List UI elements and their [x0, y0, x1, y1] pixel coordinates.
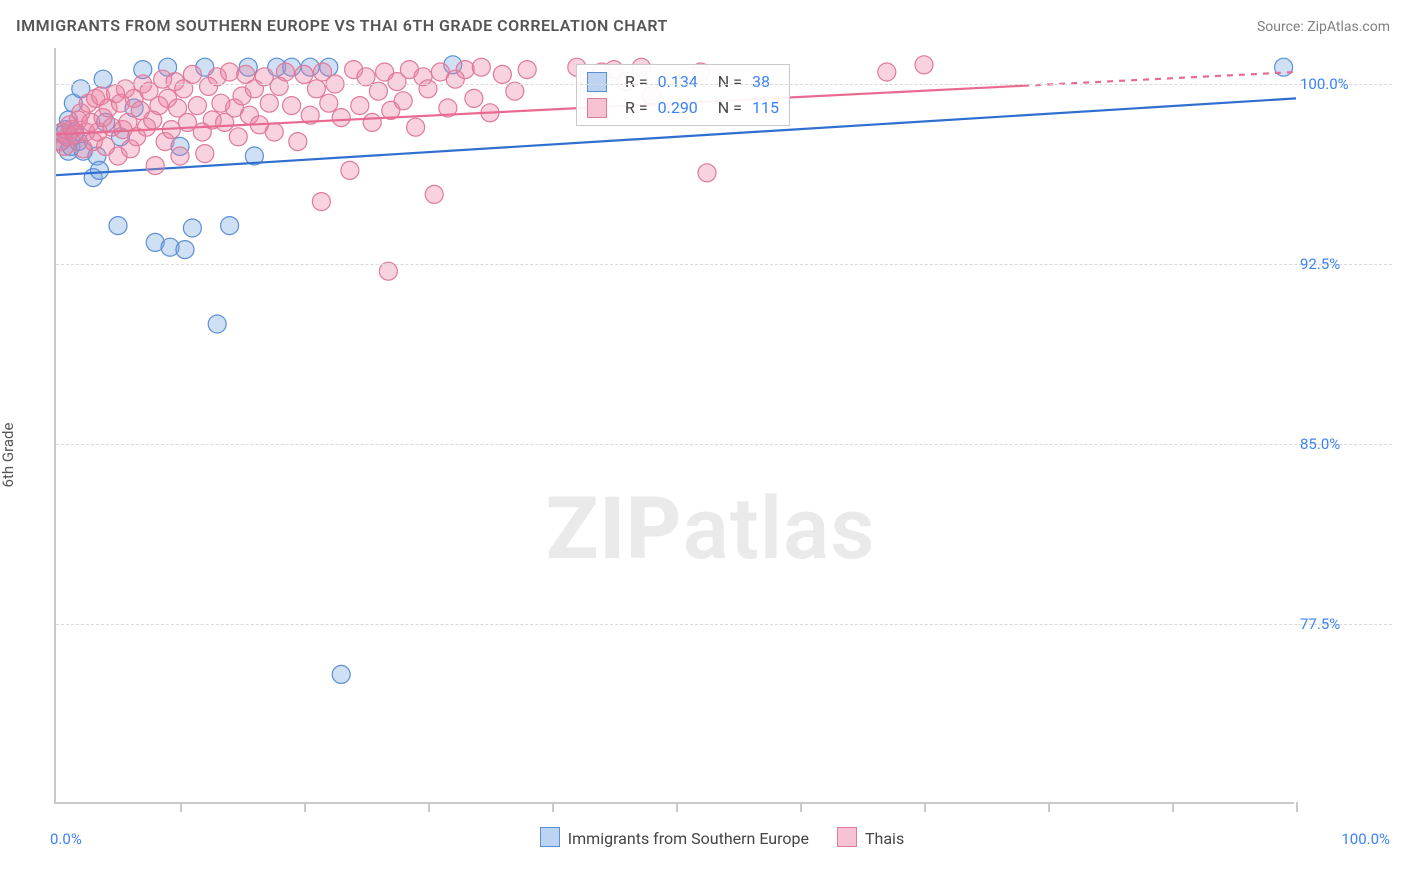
y-tick-label: 85.0% — [1300, 435, 1390, 453]
y-tick-label: 77.5% — [1300, 615, 1390, 633]
data-point — [332, 665, 350, 683]
data-point — [176, 241, 194, 259]
x-tick — [924, 802, 926, 812]
data-point — [307, 80, 325, 98]
data-point — [229, 128, 247, 146]
x-tick — [1172, 802, 1174, 812]
legend-item: Immigrants from Southern Europe — [540, 827, 809, 848]
legend-row: R = 0.134 N = 38 — [587, 69, 779, 95]
legend-label: Thais — [865, 829, 904, 848]
legend-r-value: 0.290 — [658, 95, 698, 121]
data-point — [295, 65, 313, 83]
data-point — [283, 97, 301, 115]
y-axis-label: 6th Grade — [0, 423, 17, 488]
data-point — [183, 219, 201, 237]
legend-label: Immigrants from Southern Europe — [568, 829, 809, 848]
data-point — [289, 133, 307, 151]
source-label: Source: — [1257, 19, 1304, 35]
data-point — [456, 61, 474, 79]
series-legend: Immigrants from Southern Europe Thais — [54, 827, 1390, 848]
chart-area: ZIPatlas R =0.134N =38R =0.290N =115 100… — [54, 48, 1390, 804]
legend-n-label: N = — [718, 95, 742, 121]
legend-n-value: 115 — [752, 95, 779, 121]
data-point — [425, 185, 443, 203]
data-point — [146, 157, 164, 175]
data-point — [221, 63, 239, 81]
legend-r-label: R = — [625, 69, 648, 95]
scatter-svg — [56, 48, 1296, 804]
data-point — [183, 65, 201, 83]
data-point — [265, 123, 283, 141]
legend-n-label: N = — [718, 69, 742, 95]
data-point — [878, 63, 896, 81]
x-tick — [1048, 802, 1050, 812]
legend-swatch — [587, 98, 607, 118]
legend-swatch — [837, 827, 857, 847]
data-point — [221, 217, 239, 235]
legend-swatch — [587, 72, 607, 92]
data-point — [341, 161, 359, 179]
data-point — [394, 92, 412, 110]
source-attribution: Source: ZipAtlas.com — [1257, 19, 1390, 35]
legend-swatch — [540, 827, 560, 847]
data-point — [518, 61, 536, 79]
correlation-legend: R = 0.134 N = 38 R = 0.290 N = 115 — [576, 64, 790, 126]
data-point — [407, 118, 425, 136]
legend-r-label: R = — [625, 95, 648, 121]
data-point — [90, 161, 108, 179]
data-point — [208, 315, 226, 333]
data-point — [320, 94, 338, 112]
legend-r-value: 0.134 — [658, 69, 698, 95]
data-point — [109, 217, 127, 235]
gridline — [56, 264, 1392, 265]
data-point — [698, 164, 716, 182]
data-point — [94, 70, 112, 88]
x-tick — [180, 802, 182, 812]
data-point — [915, 56, 933, 74]
data-point — [332, 109, 350, 127]
data-point — [493, 65, 511, 83]
y-tick-label: 100.0% — [1300, 75, 1390, 93]
data-point — [472, 58, 490, 76]
x-tick — [552, 802, 554, 812]
chart-title: IMMIGRANTS FROM SOUTHERN EUROPE VS THAI … — [16, 16, 668, 35]
x-tick — [304, 802, 306, 812]
gridline — [56, 624, 1392, 625]
x-tick — [800, 802, 802, 812]
x-tick — [428, 802, 430, 812]
gridline — [56, 84, 1392, 85]
x-tick — [676, 802, 678, 812]
data-point — [312, 193, 330, 211]
y-tick-label: 92.5% — [1300, 255, 1390, 273]
legend-row: R = 0.290 N = 115 — [587, 95, 779, 121]
data-point — [260, 94, 278, 112]
data-point — [171, 147, 189, 165]
data-point — [196, 145, 214, 163]
legend-item: Thais — [837, 827, 904, 848]
data-point — [465, 89, 483, 107]
data-point — [351, 97, 369, 115]
data-point — [363, 113, 381, 131]
data-point — [276, 63, 294, 81]
data-point — [419, 80, 437, 98]
plot-area: ZIPatlas R =0.134N =38R =0.290N =115 100… — [54, 48, 1294, 804]
source-value: ZipAtlas.com — [1307, 19, 1390, 35]
gridline — [56, 444, 1392, 445]
legend-n-value: 38 — [752, 69, 770, 95]
data-point — [188, 97, 206, 115]
x-tick — [1296, 802, 1298, 812]
